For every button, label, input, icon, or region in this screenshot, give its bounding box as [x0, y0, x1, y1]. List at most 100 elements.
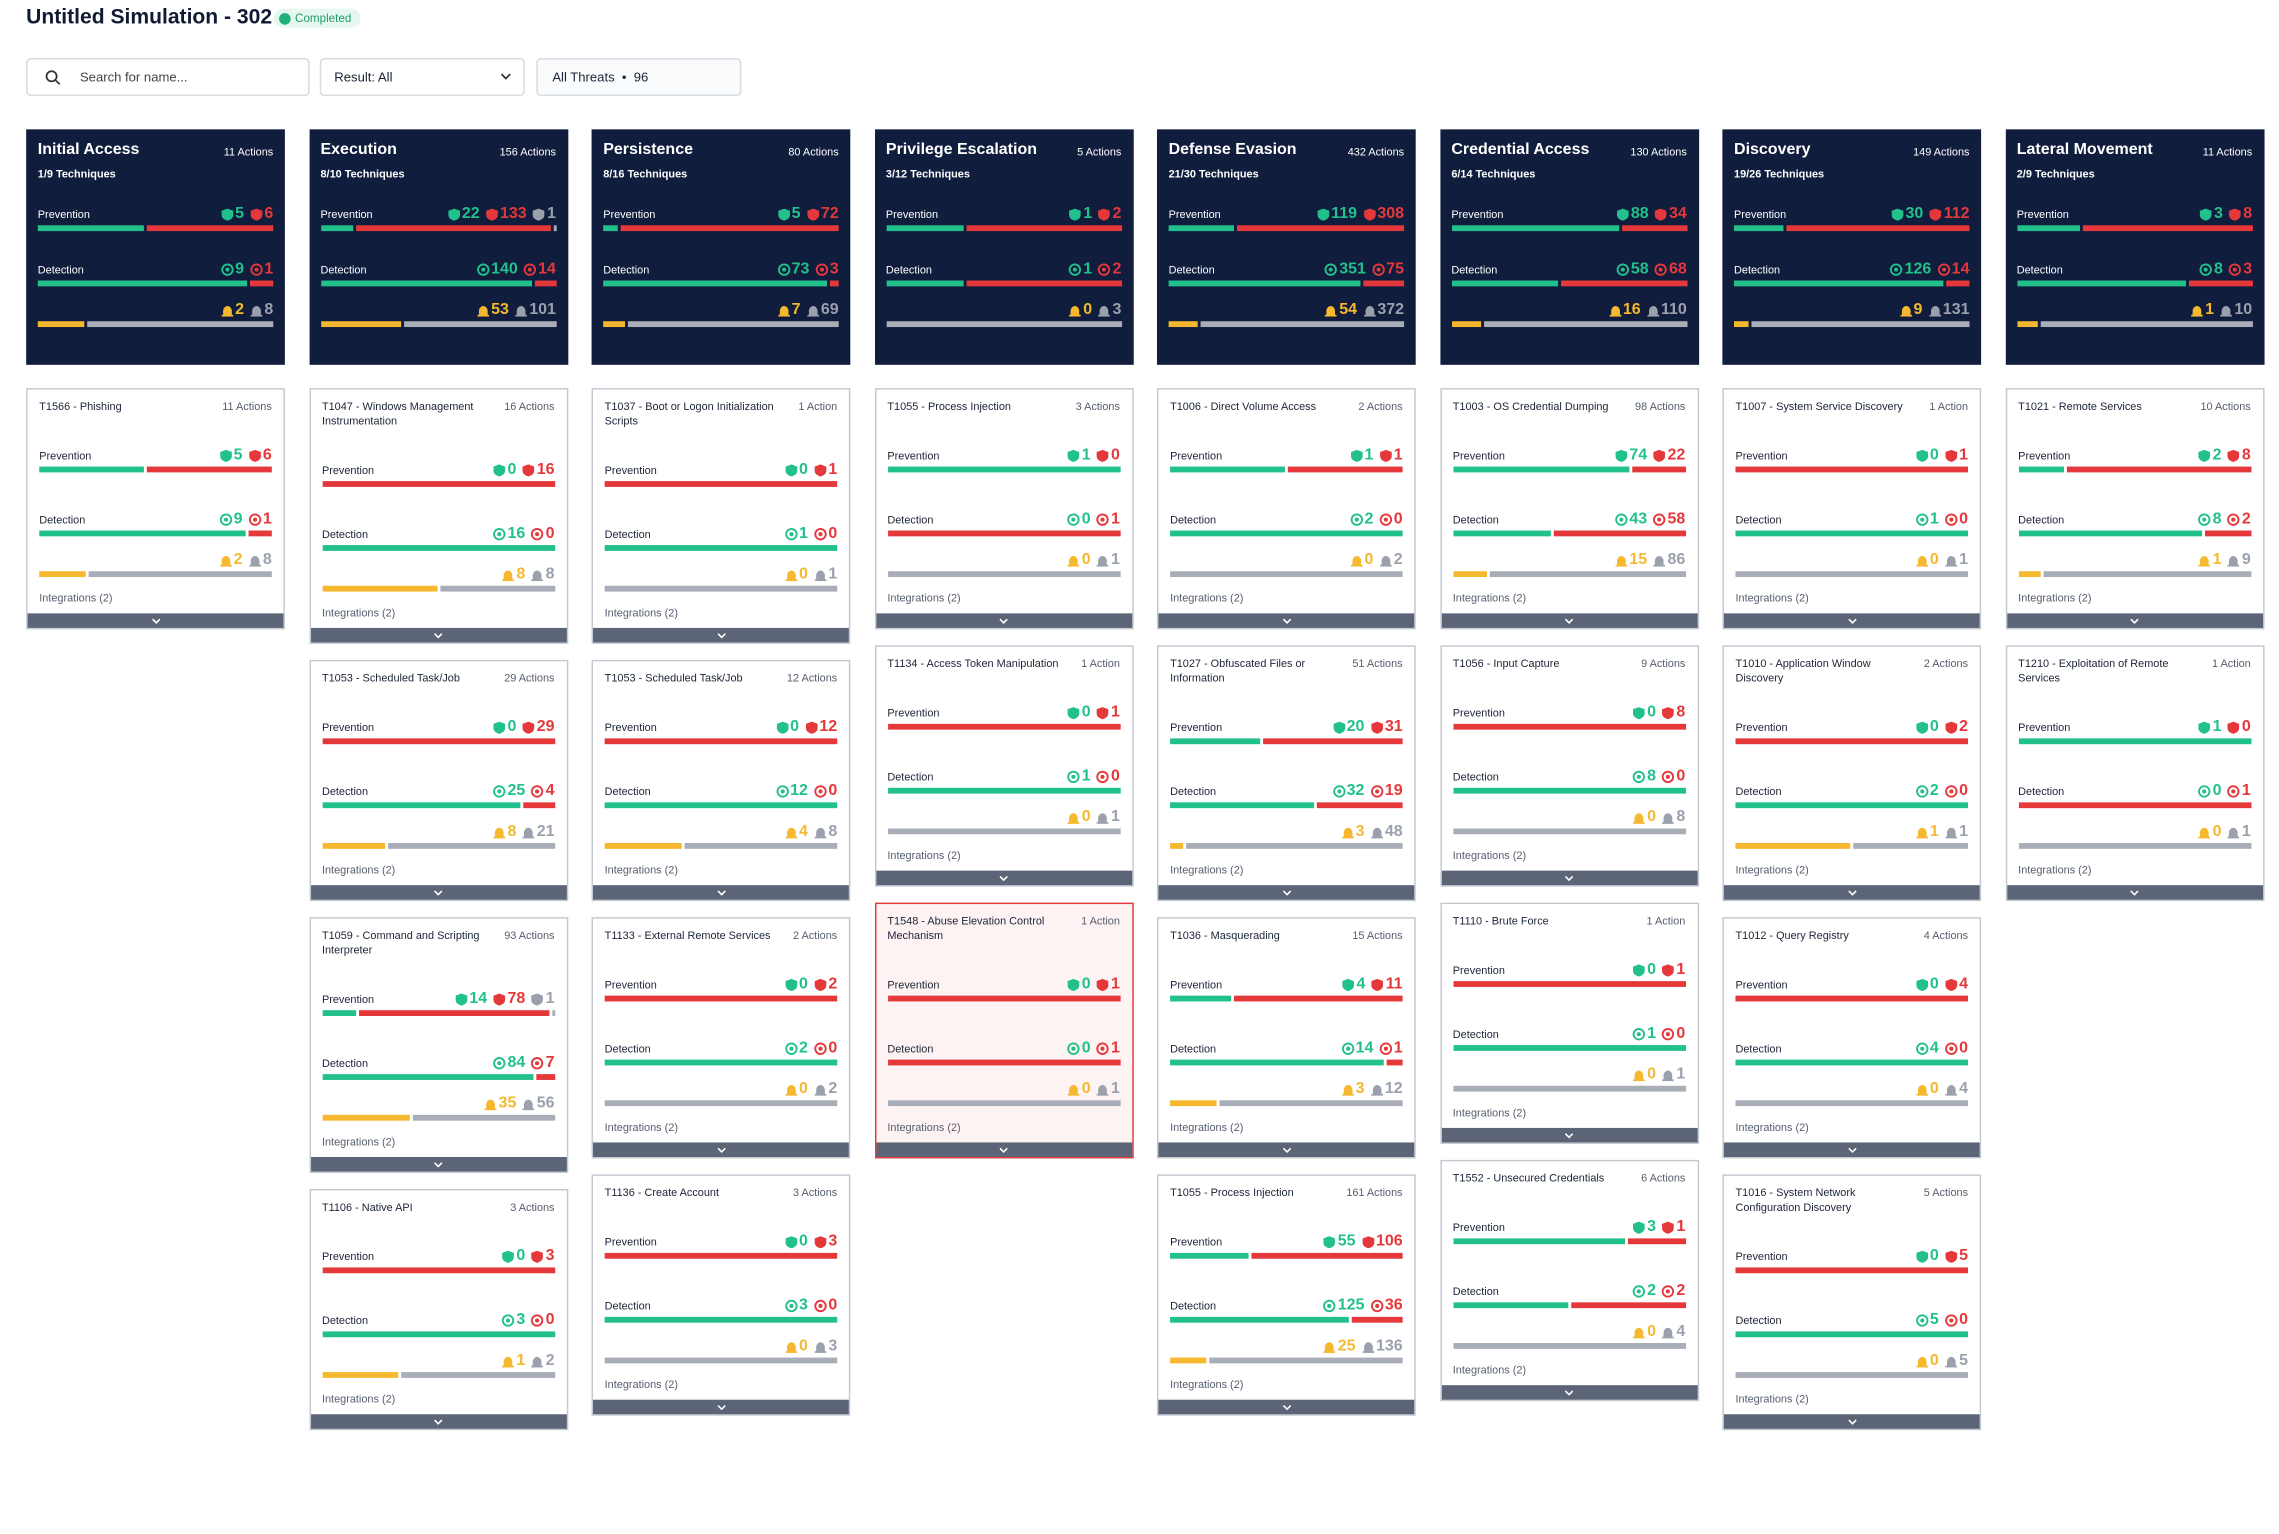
expand-footer[interactable]	[1441, 613, 1697, 628]
expand-footer[interactable]	[875, 870, 1132, 886]
alerts-bar	[2016, 321, 2253, 328]
expand-footer[interactable]	[1158, 1142, 1415, 1157]
detection-count: 1	[1379, 1039, 1403, 1057]
expand-footer[interactable]	[2006, 885, 2263, 900]
technique-card[interactable]: T1053 - Scheduled Task/Job 29 Actions Prev…	[308, 659, 568, 902]
technique-card[interactable]: T1136 - Create Account 3 Actions Preventio…	[591, 1174, 851, 1416]
technique-actions: 6 Actions	[1641, 1171, 1686, 1185]
expand-footer[interactable]	[27, 613, 284, 628]
technique-card[interactable]: T1021 - Remote Services 10 Actions Prevent…	[2005, 388, 2264, 630]
detection-bar	[885, 280, 1122, 287]
technique-card[interactable]: T1006 - Direct Volume Access 2 Actions Pre…	[1156, 388, 1416, 630]
expand-footer[interactable]	[875, 1142, 1132, 1157]
detection-count: 25	[493, 782, 525, 799]
expand-footer[interactable]	[593, 627, 849, 643]
expand-footer[interactable]	[1441, 870, 1697, 886]
technique-card[interactable]: T1548 - Abuse Elevation Control Mechanis…	[874, 902, 1134, 1159]
expand-footer[interactable]	[310, 627, 567, 643]
technique-card[interactable]: T1133 - External Remote Services 2 Action…	[591, 917, 851, 1159]
detection-icon	[248, 512, 262, 526]
technique-card[interactable]: T1210 - Exploitation of Remote Services 1…	[2005, 645, 2264, 902]
bar-segment	[1735, 1059, 1969, 1066]
bar-segment	[684, 843, 838, 849]
technique-card[interactable]: T1110 - Brute Force 1 Action Prevention 0 1 D…	[1439, 902, 1699, 1144]
count-value: 0	[1647, 703, 1657, 721]
expand-footer[interactable]	[1723, 885, 1980, 900]
technique-card[interactable]: T1059 - Command and Scripting Interprete…	[308, 917, 568, 1173]
technique-card[interactable]: T1055 - Process Injection 3 Actions Preven…	[874, 388, 1134, 630]
integrations: Integrations (2)	[321, 863, 396, 877]
technique-card[interactable]: T1047 - Windows Management Instrumentati…	[308, 388, 568, 644]
expand-footer[interactable]	[2006, 613, 2263, 628]
expand-footer[interactable]	[1723, 613, 1980, 628]
detection-row: Detection 58 68	[1451, 260, 1686, 277]
technique-card[interactable]: T1016 - System Network Configuration Dis…	[1722, 1174, 1982, 1431]
expand-footer[interactable]	[593, 885, 849, 900]
detection-count: 14	[1341, 1039, 1373, 1057]
technique-card[interactable]: T1007 - System Service Discovery 1 Action…	[1722, 388, 1982, 630]
count-value: 0	[1647, 808, 1657, 826]
prevention-bar	[604, 738, 838, 745]
expand-footer[interactable]	[593, 1142, 849, 1157]
technique-card[interactable]: T1037 - Boot or Logon Initialization Scr…	[591, 388, 851, 644]
technique-title: T1053 - Scheduled Task/Job	[321, 671, 460, 685]
expand-footer[interactable]	[1158, 885, 1415, 900]
detection-icon	[1069, 262, 1082, 276]
expand-footer[interactable]	[1158, 613, 1415, 628]
detection-counts: 140 14	[476, 260, 556, 278]
prevention-row: Prevention 2 8	[2018, 446, 2251, 463]
expand-footer[interactable]	[593, 1399, 849, 1415]
count-value: 12	[790, 781, 808, 800]
expand-footer[interactable]	[1158, 1399, 1415, 1415]
technique-card[interactable]: T1036 - Masquerading 15 Actions Prevention…	[1156, 917, 1416, 1159]
detection-count: 0	[814, 782, 837, 799]
technique-card[interactable]: T1552 - Unsecured Credentials 6 Actions Pr…	[1439, 1159, 1699, 1402]
technique-card[interactable]: T1055 - Process Injection 161 Actions Prev…	[1156, 1174, 1416, 1416]
bar-segment	[1200, 321, 1405, 328]
technique-card[interactable]: T1003 - OS Credential Dumping 98 Actions P…	[1439, 388, 1699, 630]
detection-count: 9	[219, 510, 243, 528]
expand-footer[interactable]	[875, 613, 1132, 628]
expand-footer[interactable]	[310, 885, 567, 900]
expand-footer[interactable]	[1723, 1142, 1980, 1157]
technique-card[interactable]: T1012 - Query Registry 4 Actions Preventio…	[1722, 917, 1982, 1159]
prevention-row: Prevention 0 1	[605, 461, 838, 478]
expand-footer[interactable]	[310, 1156, 567, 1172]
detection-bar	[1170, 530, 1403, 537]
search-box[interactable]: Search for name...	[26, 58, 310, 96]
expand-footer[interactable]	[310, 1414, 567, 1429]
expand-footer[interactable]	[1723, 1414, 1980, 1429]
prevention-icon	[1633, 1220, 1645, 1234]
technique-card[interactable]: T1106 - Native API 3 Actions Prevention 0 3 D…	[308, 1188, 568, 1431]
technique-card[interactable]: T1027 - Obfuscated Files or Information 5…	[1156, 645, 1416, 902]
bar-segment	[39, 466, 144, 473]
detection-count: 2	[1915, 782, 1939, 799]
technique-card[interactable]: T1056 - Input Capture 9 Actions Prevention…	[1439, 645, 1699, 887]
detection-bar	[321, 1331, 555, 1338]
tactic-techniques: 19/26 Techniques	[1734, 167, 1825, 181]
count-value: 7	[545, 1053, 555, 1072]
bar-segment	[887, 1059, 1120, 1066]
alerts-bar	[1170, 1357, 1403, 1364]
threats-filter[interactable]: All Threats • 96	[536, 58, 742, 96]
bar-segment	[321, 1267, 555, 1274]
result-filter[interactable]: Result: All	[319, 58, 525, 96]
chevron	[1847, 1418, 1856, 1425]
technique-card[interactable]: T1566 - Phishing 11 Actions Prevention 5 6 De…	[26, 388, 285, 630]
count-value: 11	[1385, 975, 1403, 993]
prevention-label: Prevention	[603, 207, 656, 221]
alerts-bar	[1170, 843, 1403, 849]
bar-segment	[604, 545, 838, 551]
alerts-icon	[785, 827, 797, 838]
alerts-bar	[1735, 1372, 1969, 1378]
detection-count: 0	[1944, 1039, 1968, 1057]
technique-card[interactable]: T1010 - Application Window Discovery 2 Ac…	[1722, 645, 1982, 902]
technique-card[interactable]: T1053 - Scheduled Task/Job 12 Actions Prev…	[591, 659, 851, 902]
technique-card[interactable]: T1134 - Access Token Manipulation 1 Actio…	[874, 645, 1134, 887]
tactic-techniques: 6/14 Techniques	[1451, 167, 1536, 181]
expand-footer[interactable]	[1441, 1385, 1697, 1400]
expand-footer[interactable]	[1441, 1127, 1697, 1143]
